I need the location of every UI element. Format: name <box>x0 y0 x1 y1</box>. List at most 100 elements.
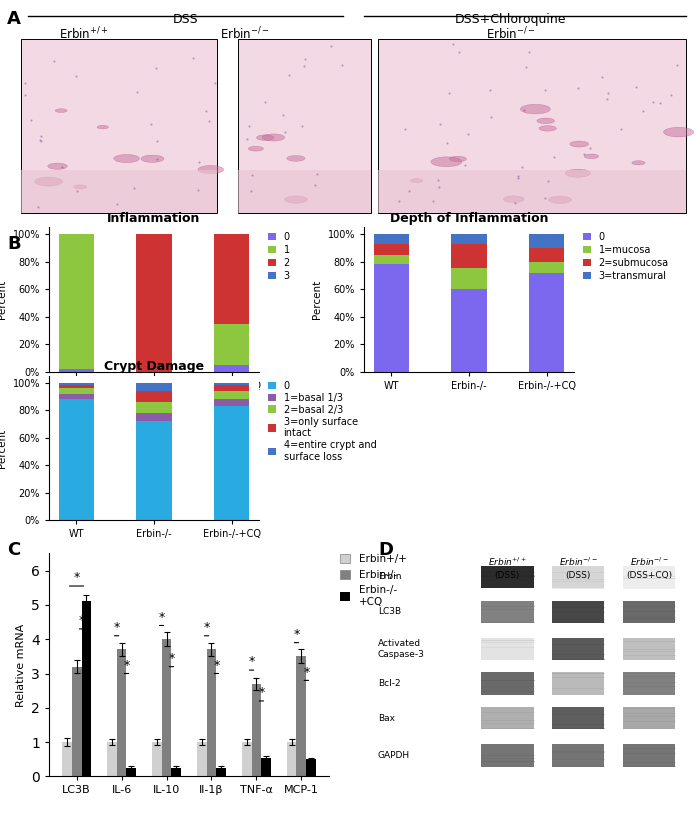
Text: *: * <box>293 628 300 641</box>
Legend: 0, 1, 2, 3: 0, 1, 2, 3 <box>268 232 290 281</box>
Text: (DSS+CQ): (DSS+CQ) <box>626 571 672 580</box>
Bar <box>172 768 181 776</box>
Bar <box>286 742 297 776</box>
Circle shape <box>549 196 571 203</box>
Text: C: C <box>7 541 20 559</box>
Circle shape <box>256 135 274 140</box>
Circle shape <box>503 196 524 202</box>
Bar <box>481 707 533 729</box>
Bar <box>81 601 92 776</box>
Circle shape <box>537 118 554 124</box>
Text: *: * <box>204 621 210 634</box>
Bar <box>136 402 172 413</box>
Circle shape <box>565 169 591 178</box>
Bar <box>623 566 676 588</box>
Bar <box>136 382 172 391</box>
Circle shape <box>34 177 62 186</box>
Legend: 0, 1=mucosa, 2=submucosa, 3=transmural: 0, 1=mucosa, 2=submucosa, 3=transmural <box>583 232 668 281</box>
Bar <box>59 388 94 394</box>
Bar <box>117 649 127 776</box>
Bar <box>378 40 686 213</box>
Bar <box>59 399 94 520</box>
Bar <box>59 382 94 386</box>
Bar <box>552 638 604 660</box>
Text: Erbin$^{+/+}$: Erbin$^{+/+}$ <box>59 26 109 43</box>
Title: Crypt Damage: Crypt Damage <box>104 360 204 373</box>
Text: *: * <box>168 652 174 665</box>
Circle shape <box>48 163 67 169</box>
Text: Bcl-2: Bcl-2 <box>378 679 400 688</box>
Bar <box>241 742 251 776</box>
Bar <box>136 421 172 520</box>
Bar <box>214 382 249 386</box>
Circle shape <box>584 154 598 159</box>
Text: *: * <box>303 666 309 679</box>
Bar <box>529 262 564 273</box>
Text: Erbin$^{-/-}$: Erbin$^{-/-}$ <box>630 556 668 568</box>
Bar <box>374 244 409 254</box>
Text: Erbin$^{-/-}$: Erbin$^{-/-}$ <box>559 556 598 568</box>
Bar <box>481 601 533 623</box>
Text: LC3B: LC3B <box>378 607 401 616</box>
Bar <box>136 391 172 402</box>
Bar <box>261 757 272 776</box>
Bar <box>623 707 676 729</box>
Circle shape <box>632 161 645 165</box>
Y-axis label: Percent: Percent <box>0 280 7 319</box>
Bar <box>214 234 249 324</box>
Bar <box>59 369 94 372</box>
Bar <box>481 744 533 767</box>
Text: *: * <box>113 621 120 634</box>
Circle shape <box>449 156 466 162</box>
Y-axis label: Relative mRNA: Relative mRNA <box>15 624 25 706</box>
Bar <box>374 254 409 264</box>
Bar <box>214 324 249 365</box>
Text: Erbin$^{-/-}$: Erbin$^{-/-}$ <box>220 26 270 43</box>
Bar <box>297 657 307 776</box>
Bar <box>214 406 249 520</box>
Bar <box>529 248 564 262</box>
Text: D: D <box>378 541 393 559</box>
Bar <box>623 601 676 623</box>
Circle shape <box>55 109 67 112</box>
Bar <box>623 744 676 767</box>
Bar <box>452 244 486 268</box>
Bar <box>238 170 371 213</box>
Circle shape <box>539 126 556 131</box>
Bar <box>214 391 249 399</box>
Bar <box>552 566 604 588</box>
Bar <box>481 638 533 660</box>
Circle shape <box>570 141 589 147</box>
Bar <box>214 365 249 372</box>
Circle shape <box>74 185 87 189</box>
Text: *: * <box>158 610 164 624</box>
Text: Erbin$^{+/+}$: Erbin$^{+/+}$ <box>488 556 526 568</box>
Bar <box>59 386 94 388</box>
Y-axis label: Percent: Percent <box>0 429 7 468</box>
Circle shape <box>664 127 694 137</box>
Bar <box>623 638 676 660</box>
Bar <box>59 234 94 369</box>
Bar <box>307 759 316 776</box>
Text: Erbin$^{-/-}$: Erbin$^{-/-}$ <box>486 26 536 43</box>
Bar <box>529 273 564 372</box>
Bar <box>238 40 371 213</box>
Bar <box>59 394 94 399</box>
Circle shape <box>198 165 223 173</box>
Bar <box>127 768 136 776</box>
Bar <box>197 742 206 776</box>
Bar <box>136 234 172 372</box>
Text: DSS+Chloroquine: DSS+Chloroquine <box>455 12 567 26</box>
Circle shape <box>114 154 139 163</box>
Text: *: * <box>214 659 220 672</box>
Bar <box>481 672 533 695</box>
Bar <box>552 707 604 729</box>
Bar <box>552 601 604 623</box>
Legend: Erbin+/+, Erbin-/-, Erbin-/-
+CQ: Erbin+/+, Erbin-/-, Erbin-/- +CQ <box>340 554 407 606</box>
Text: (DSS): (DSS) <box>495 571 520 580</box>
Bar <box>21 170 217 213</box>
Bar <box>552 744 604 767</box>
Title: Inflammation: Inflammation <box>107 211 201 225</box>
Circle shape <box>141 155 164 163</box>
Bar <box>529 234 564 248</box>
